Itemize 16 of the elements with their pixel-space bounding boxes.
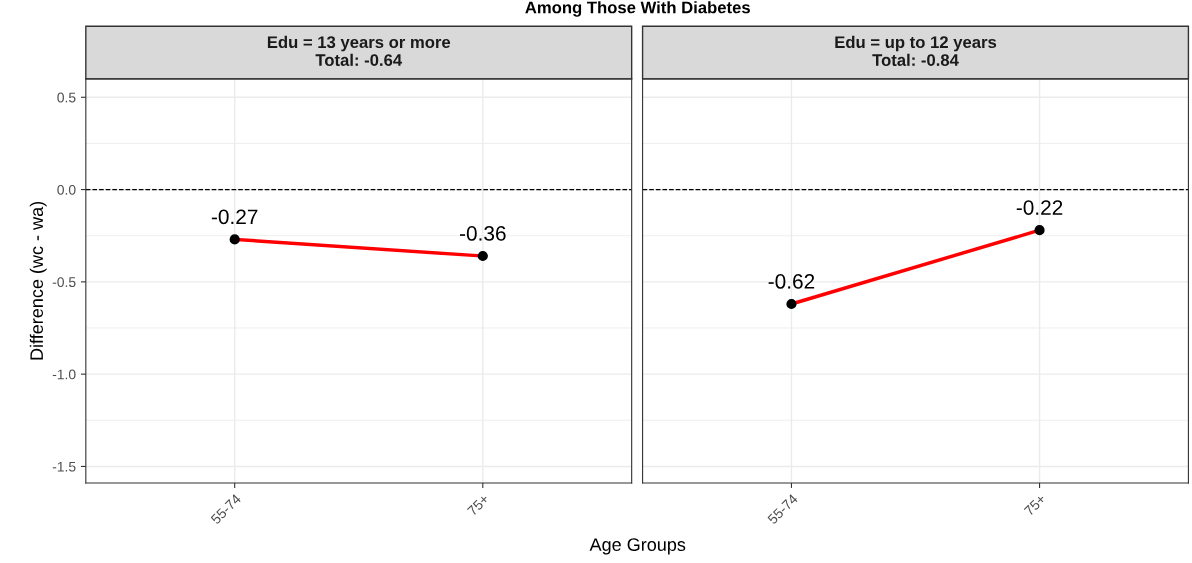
chart-title: Edu = up to 12 years Total: -0.84	[835, 35, 997, 66]
data-label: -0.62	[768, 274, 815, 289]
x-tick-label: 75+	[467, 493, 490, 517]
y-axis-title: Difference (wc - wa)	[29, 201, 47, 360]
data-label: -0.22	[1016, 200, 1063, 215]
x-axis-title: Age Groups	[589, 538, 686, 555]
text: Among Those With Diabetes	[525, 1, 750, 17]
chart-title: Edu = 13 years or more Total: -0.64	[267, 35, 451, 66]
data-label: -0.36	[459, 226, 506, 241]
y-tick-label: -0.5	[52, 277, 76, 288]
y-tick-label: -1.5	[52, 461, 76, 472]
y-tick-label: 0.5	[57, 92, 76, 103]
x-tick-label: 75+	[1023, 493, 1047, 517]
y-tick-label: 0.0	[57, 184, 76, 195]
y-tick-label: -1.0	[52, 369, 76, 380]
data-label: -0.27	[211, 209, 258, 225]
